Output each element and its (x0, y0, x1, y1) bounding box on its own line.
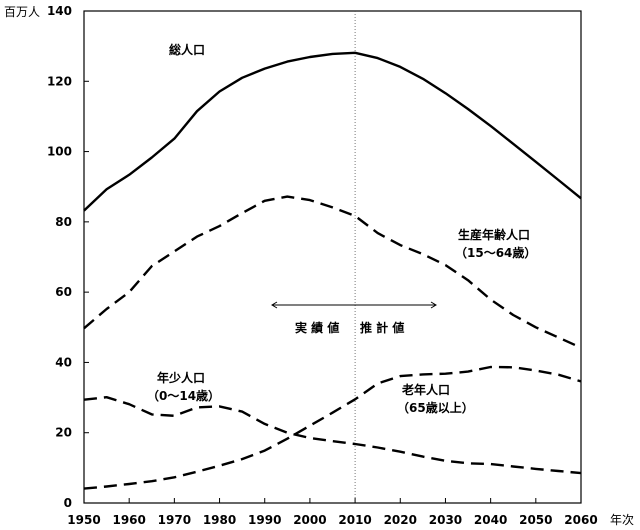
range-arrow-left-head (271, 301, 278, 309)
y-axis-unit: 百万人 (4, 5, 40, 19)
x-tick-label: 2000 (293, 513, 326, 527)
y-tick-label: 0 (64, 496, 72, 510)
plot-frame (83, 10, 582, 504)
x-tick-label: 2010 (338, 513, 371, 527)
x-tick-label: 2030 (429, 513, 462, 527)
series-label-elderly-range: （65歳以上） (397, 400, 474, 415)
series-label-total: 総人口 (169, 42, 205, 57)
series-line-child-population (83, 396, 582, 475)
series-layer (83, 51, 582, 490)
series-label-elderly: 老年人口 (402, 382, 450, 397)
x-tick-label: 1980 (203, 513, 236, 527)
x-tick-label: 1950 (67, 513, 100, 527)
range-label-actual: 実 績 値 (295, 320, 339, 335)
x-tick-label: 1960 (112, 513, 145, 527)
series-label-working-age: 生産年齢人口 (458, 227, 530, 242)
x-tick-label: 2020 (384, 513, 417, 527)
x-tick-label: 2040 (474, 513, 507, 527)
range-arrow-right-head (430, 301, 437, 309)
x-tick-label: 2050 (519, 513, 552, 527)
x-tick-label: 1970 (158, 513, 191, 527)
range-label-projected: 推 計 値 (360, 320, 404, 335)
x-tick-label: 1990 (248, 513, 281, 527)
x-tick-label: 2060 (564, 513, 597, 527)
series-label-working-age-range: （15～64歳） (455, 245, 536, 260)
series-line-working-age-population (83, 195, 582, 349)
series-line-total-population (83, 51, 582, 212)
series-label-child: 年少人口 (157, 370, 205, 385)
y-tick-label: 120 (47, 74, 72, 88)
series-line-elderly-population (83, 365, 582, 490)
series-label-child-range: （0～14歳） (147, 388, 220, 403)
ticks: 1950 1960 1970 1980 1990 2000 2010 2020 2030 2040… (47, 4, 598, 527)
y-tick-label: 100 (47, 145, 72, 159)
y-tick-label: 20 (55, 426, 72, 440)
y-tick-label: 140 (47, 4, 72, 18)
axes (83, 10, 582, 504)
x-axis-unit: 年次 (610, 513, 634, 527)
y-tick-label: 40 (55, 355, 72, 369)
y-tick-label: 60 (55, 285, 72, 299)
y-tick-label: 80 (55, 215, 72, 229)
